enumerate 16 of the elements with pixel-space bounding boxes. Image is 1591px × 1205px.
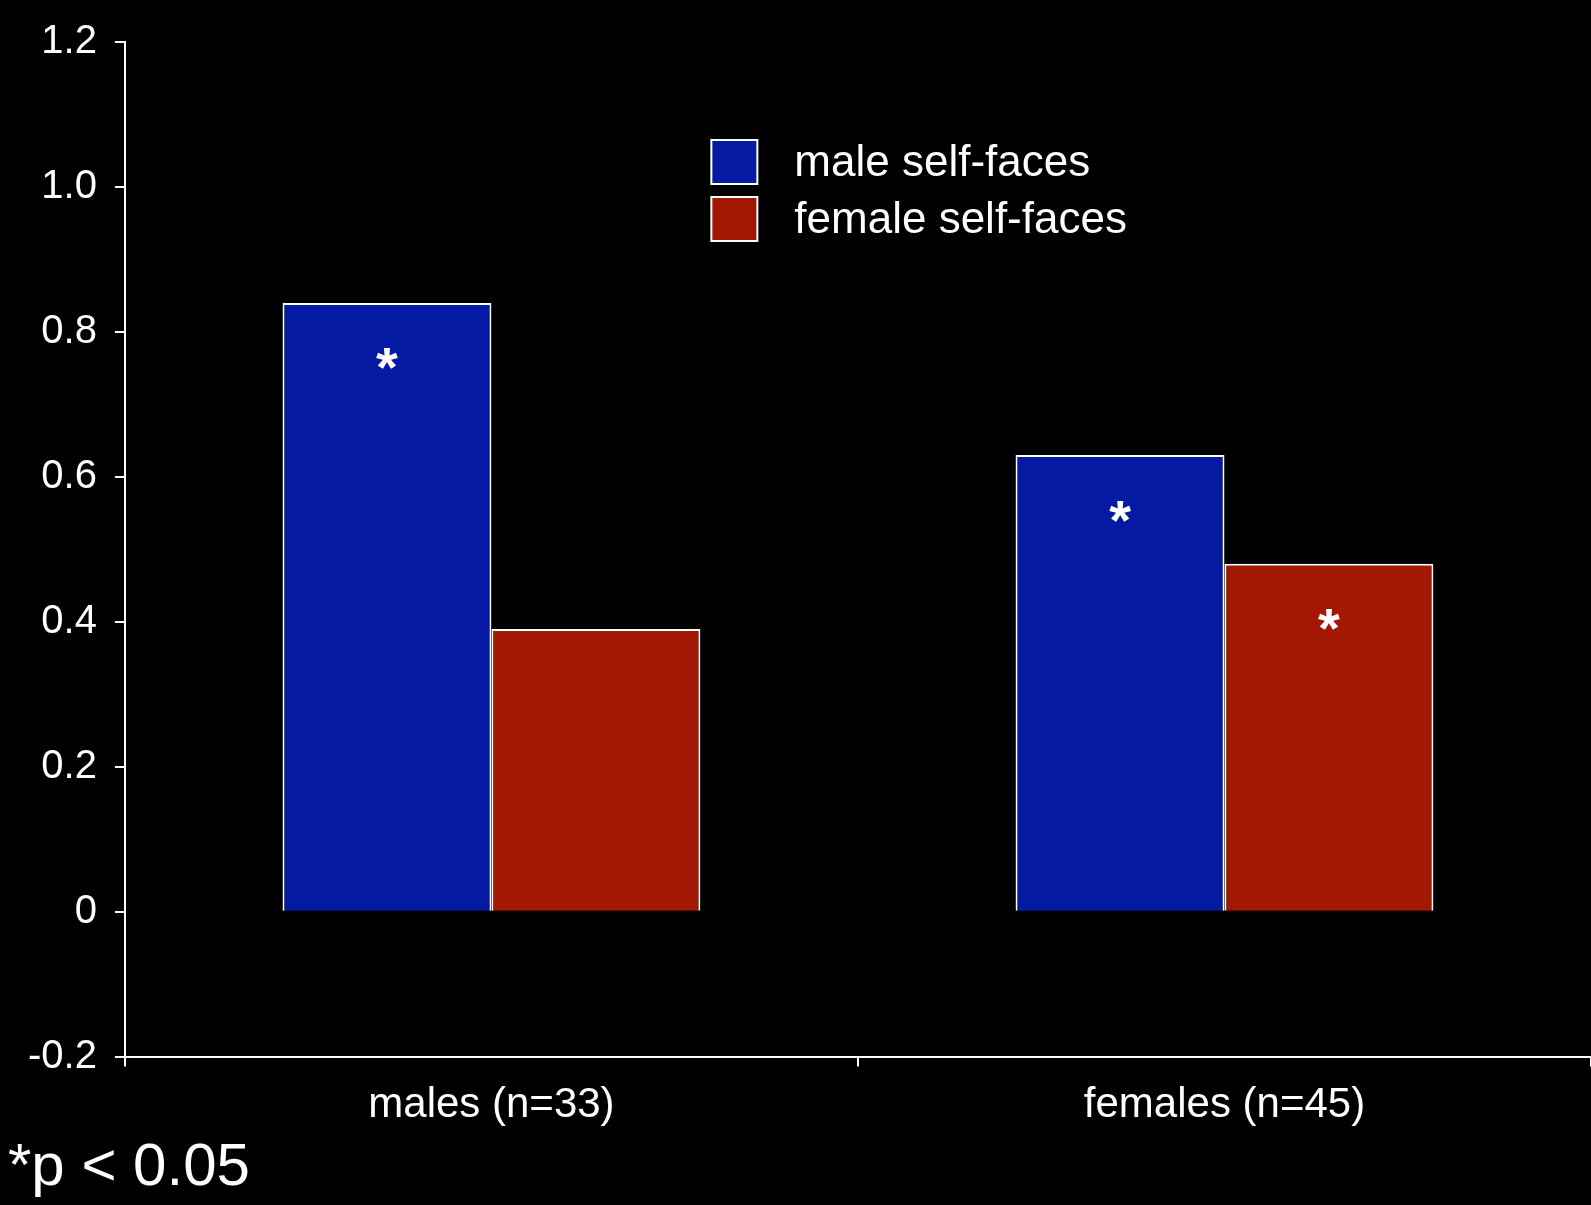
y-tick-label: 0.4 [41,596,97,641]
y-tick-label: 0.8 [41,306,97,351]
x-tick-label: males (n=33) [368,1079,615,1127]
y-tick-label: -0.2 [27,1031,97,1076]
legend-label: male self-faces [794,136,1091,186]
y-tick-label: 1.0 [41,161,97,206]
text: *p < 0.05 [8,1130,250,1199]
data-label: * [376,335,399,399]
y-tick-label: 0.2 [41,741,97,786]
y-tick-label: 0.6 [41,451,97,496]
data-label: * [1109,487,1132,551]
legend-label: female self-faces [794,193,1127,243]
x-tick-label: females (n=45) [1083,1079,1366,1127]
y-tick-label: 0 [74,886,97,931]
y-tick-label: 1.2 [41,17,97,62]
data-label: * [1318,596,1341,660]
